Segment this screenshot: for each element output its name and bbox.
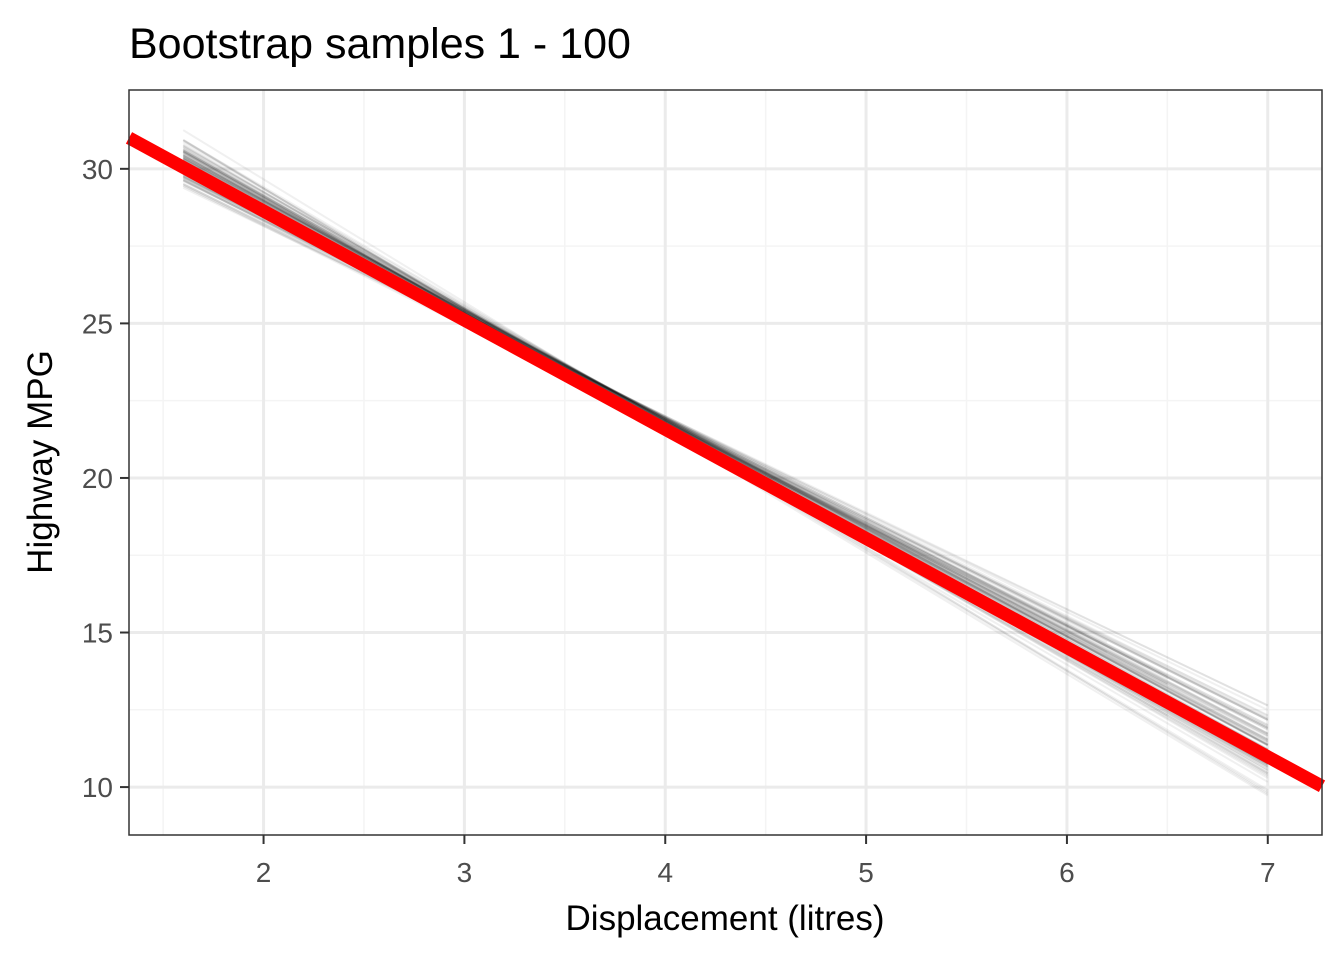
bootstrap-line [182,157,1269,747]
y-tick-label: 30 [82,154,113,185]
x-axis: 2 3 4 5 6 7 [256,835,1276,888]
x-tick-label: 5 [858,857,874,888]
fit-line-group [125,132,1326,792]
y-tick-label: 20 [82,463,113,494]
y-tick-label: 10 [82,772,113,803]
x-tick-label: 4 [657,857,673,888]
major-gridlines [129,90,1322,835]
minor-gridlines [129,90,1322,835]
bootstrap-line [182,158,1269,746]
bootstrap-line [182,157,1269,747]
chart-title: Bootstrap samples 1 - 100 [129,20,631,68]
x-tick-label: 7 [1260,857,1276,888]
bootstrap-line [182,155,1269,751]
bootstrap-line [182,156,1269,746]
x-axis-title: Displacement (litres) [566,899,885,938]
x-tick-label: 3 [457,857,473,888]
fit-line [125,132,1326,792]
bootstrap-line [182,186,1269,707]
bootstrap-line [182,158,1269,744]
x-tick-label: 6 [1059,857,1075,888]
panel-border [128,89,1323,836]
bootstrap-line [182,159,1269,741]
bootstrap-line [182,156,1269,746]
bootstrap-line [182,160,1269,743]
bootstrap-line [182,155,1269,750]
x-tick-label: 2 [256,857,272,888]
bootstrap-line [182,184,1269,717]
y-tick-label: 25 [82,308,113,339]
y-tick-label: 15 [82,618,113,649]
bootstrap-line [182,155,1269,751]
y-axis-title: Highway MPG [21,350,60,574]
y-axis: 10 15 20 25 30 [82,154,129,803]
plot-panel [125,89,1326,836]
